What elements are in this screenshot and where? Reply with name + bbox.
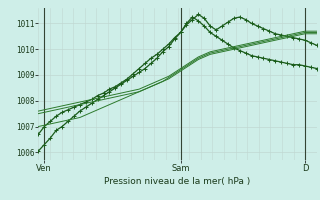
- X-axis label: Pression niveau de la mer( hPa ): Pression niveau de la mer( hPa ): [104, 177, 251, 186]
